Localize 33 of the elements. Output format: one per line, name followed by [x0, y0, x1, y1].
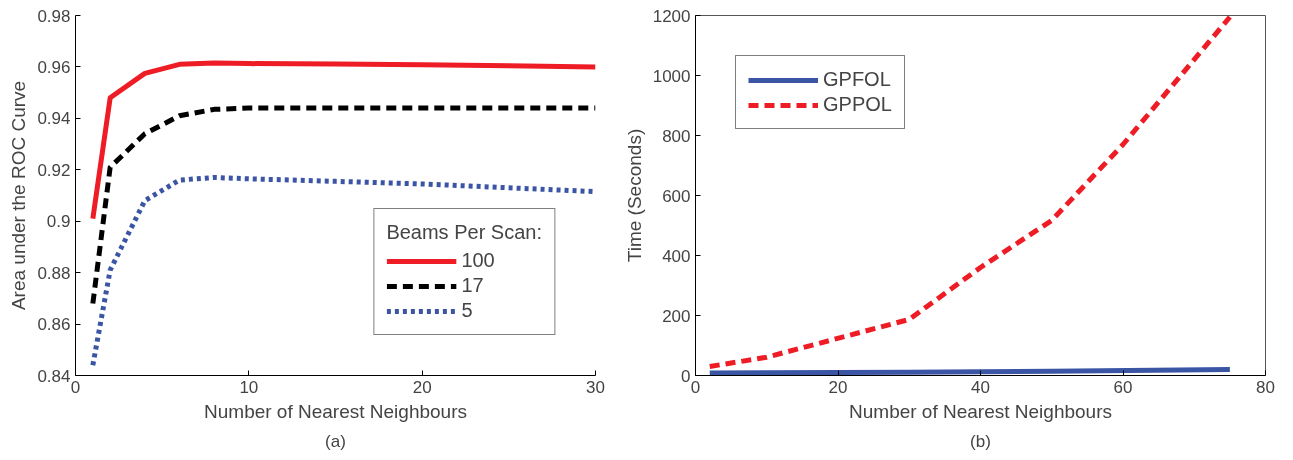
y-tick-label: 600 — [662, 186, 691, 206]
x-tick-label: 40 — [971, 377, 990, 397]
x-tick-label: 60 — [1113, 377, 1133, 397]
text: (b) — [970, 431, 991, 451]
legend-label: 5 — [461, 299, 474, 322]
y-tick-label: 0.88 — [37, 263, 71, 283]
y-tick-label: 0.94 — [37, 109, 71, 129]
text: (a) — [325, 431, 346, 451]
legend-label: 100 — [461, 249, 495, 272]
legend-label: GPPOL — [823, 93, 892, 116]
y-tick-label: 0.84 — [37, 366, 71, 386]
legend-label: 17 — [461, 274, 484, 297]
x-tick-label: 20 — [828, 377, 848, 397]
y-tick-label: 0.98 — [37, 6, 71, 26]
y-tick-label: 1000 — [652, 66, 691, 86]
legend-title: Beams Per Scan: — [386, 221, 542, 244]
y-tick-label: 0.92 — [37, 160, 71, 180]
y-tick-label: 200 — [662, 306, 691, 326]
y-tick-label: 400 — [662, 246, 691, 266]
y-tick-label: 0.9 — [46, 212, 71, 232]
y-axis-title: Area under the ROC Curve — [8, 80, 30, 311]
x-tick-label: 20 — [412, 377, 432, 397]
x-tick-label: 30 — [586, 377, 605, 397]
x-tick-label: 10 — [239, 377, 259, 397]
y-tick-label: 1200 — [652, 6, 691, 26]
legend-label: GPFOL — [823, 68, 891, 91]
y-tick-label: 0.86 — [37, 315, 71, 335]
x-tick-label: 80 — [1256, 377, 1275, 397]
y-tick-label: 0.96 — [37, 57, 71, 77]
y-axis-title: Time (Seconds) — [623, 128, 645, 263]
x-axis-title: Number of Nearest Neighbours — [849, 400, 1112, 422]
y-tick-label: 800 — [662, 126, 691, 146]
x-axis-title: Number of Nearest Neighbours — [204, 400, 467, 422]
